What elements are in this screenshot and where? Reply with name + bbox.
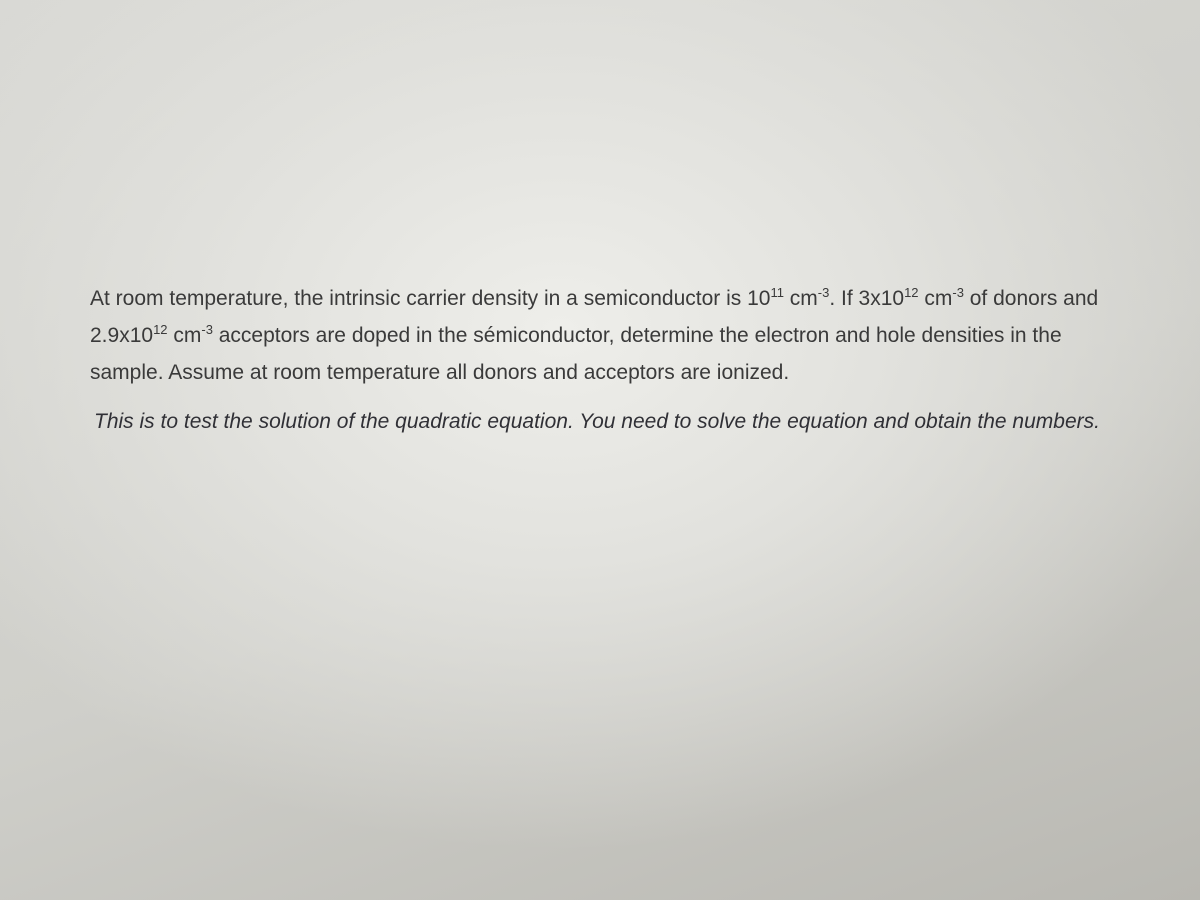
text-run: cm xyxy=(167,324,202,347)
document: At room temperature, the intrinsic carri… xyxy=(90,280,1140,440)
superscript: -3 xyxy=(201,322,213,337)
superscript: -3 xyxy=(817,285,830,300)
paragraph: This is to test the solution of the quad… xyxy=(90,403,1114,440)
text-run: . If 3x10 xyxy=(829,287,905,310)
superscript: 12 xyxy=(904,285,919,300)
text-run: At room temperature, the intrinsic carri… xyxy=(90,287,771,310)
superscript: -3 xyxy=(952,285,964,300)
paragraph: At room temperature, the intrinsic carri… xyxy=(90,280,1140,391)
text-run: cm xyxy=(783,287,818,310)
text-run: cm xyxy=(918,287,953,310)
text-run: of donors and 2.9x10 xyxy=(90,287,1099,347)
text-run: acceptors are doped in the sémiconductor… xyxy=(90,324,1062,384)
text-run: This is to test the solution of the quad… xyxy=(94,410,1100,433)
superscript: 12 xyxy=(153,322,168,337)
superscript: 11 xyxy=(770,285,784,300)
